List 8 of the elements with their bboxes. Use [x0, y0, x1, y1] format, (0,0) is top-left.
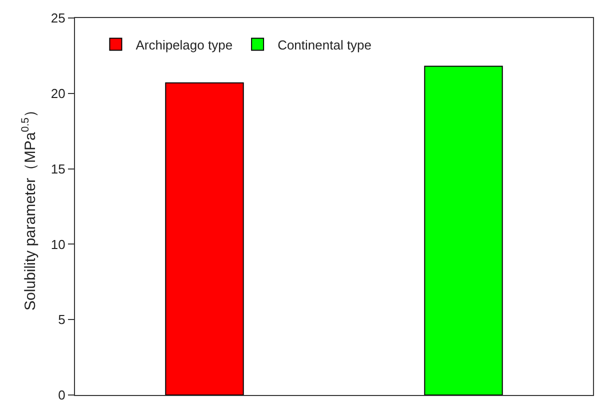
y-tick-label: 15	[50, 161, 66, 176]
legend-label: Continental type	[278, 37, 372, 52]
y-tick-label: 5	[58, 312, 66, 328]
y-tick-label: 0	[58, 388, 66, 403]
y-tick-label: 20	[50, 86, 66, 101]
y-tick-label: 25	[50, 10, 66, 26]
y-tick-label: 10	[50, 236, 66, 252]
legend-label: Archipelago type	[136, 37, 233, 52]
